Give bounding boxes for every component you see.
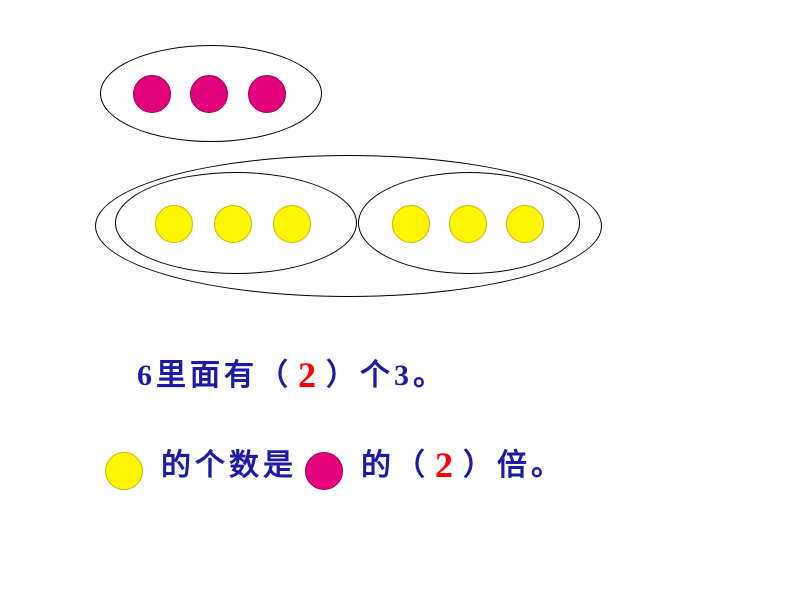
line2-seg1: 的个数是 [161,440,297,484]
red-dot-3 [248,75,286,113]
sentence-1: 6里面有（ 2 ）个3。 [137,350,447,394]
yellow-dot-2 [214,205,252,243]
yellow-dot-5 [449,205,487,243]
line2-seg2: 的（ [361,440,429,484]
line1-seg1: 6里面有（ [137,350,292,394]
inline-red-dot [305,452,343,490]
line1-seg2: ）个3。 [326,350,447,394]
sentence-2: 的个数是 的（ 2 ）倍。 [105,440,565,490]
red-dot-2 [190,75,228,113]
line2-answer: 2 [435,444,457,486]
diagram-stage: 6里面有（ 2 ）个3。 的个数是 的（ 2 ）倍。 [0,0,800,600]
yellow-dot-3 [273,205,311,243]
inline-yellow-dot [105,452,143,490]
line2-seg3: ）倍。 [463,440,565,484]
yellow-dot-1 [155,205,193,243]
yellow-dot-4 [392,205,430,243]
line1-answer: 2 [298,354,320,396]
red-dot-1 [133,75,171,113]
yellow-dot-6 [506,205,544,243]
